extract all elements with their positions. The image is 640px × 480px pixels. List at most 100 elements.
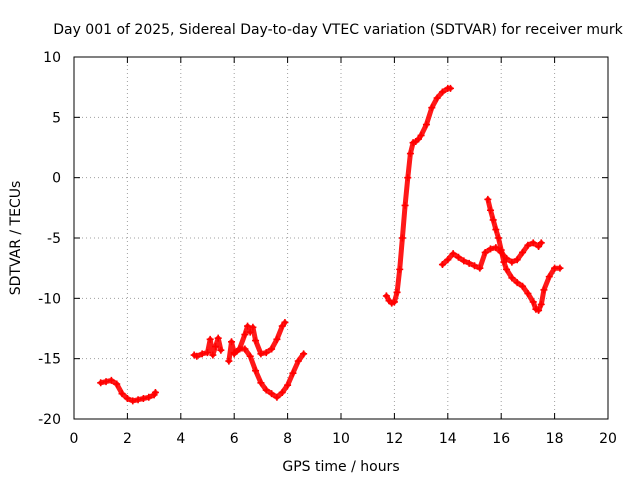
data-point [273, 335, 281, 343]
data-point [481, 248, 489, 256]
data-point [406, 150, 414, 158]
data-point [508, 258, 516, 266]
y-axis-ticks: -20 -15 -10 -5 0 5 10 [38, 50, 608, 428]
data-point [273, 393, 281, 401]
data-point [497, 246, 505, 254]
data-point [129, 397, 137, 405]
y-tick-label: 5 [52, 110, 61, 126]
data-point [446, 84, 454, 92]
data-point [540, 286, 548, 294]
data-points [97, 84, 564, 405]
series-segment-5 [382, 84, 454, 307]
data-point [102, 378, 110, 386]
data-point [433, 94, 441, 102]
data-point [404, 174, 412, 182]
data-point [123, 394, 131, 402]
data-point [519, 248, 527, 256]
data-point [524, 290, 532, 298]
x-tick-label: 4 [176, 431, 185, 447]
data-point [537, 300, 545, 308]
data-point [113, 380, 121, 388]
y-tick-label: -15 [38, 352, 61, 368]
data-point [529, 298, 537, 306]
x-tick-label: 6 [230, 431, 239, 447]
data-point [204, 349, 211, 357]
data-point [107, 376, 115, 384]
data-point [449, 250, 457, 258]
data-point [513, 256, 521, 264]
x-tick-label: 18 [546, 431, 564, 447]
data-point [513, 279, 521, 287]
data-point [97, 379, 105, 387]
x-tick-label: 20 [599, 431, 617, 447]
data-point [508, 274, 516, 282]
x-tick-label: 12 [385, 431, 403, 447]
data-point [236, 345, 244, 353]
data-point [460, 257, 468, 265]
data-point [444, 256, 452, 264]
data-point [278, 322, 286, 330]
data-point [206, 335, 214, 343]
data-point [393, 288, 401, 296]
data-point [139, 394, 147, 402]
data-point [417, 131, 425, 139]
data-point [382, 292, 390, 300]
data-point [465, 259, 473, 267]
data-point [556, 264, 564, 272]
data-point [300, 350, 308, 358]
data-point [249, 323, 257, 331]
data-point [487, 245, 495, 253]
x-tick-label: 8 [283, 431, 292, 447]
data-point [228, 338, 236, 346]
data-point [294, 357, 302, 365]
x-tick-label: 16 [492, 431, 510, 447]
data-point [134, 396, 142, 404]
data-point [428, 104, 436, 112]
series-segment-6 [438, 239, 545, 272]
y-axis-label: SDTVAR / TECUs [8, 181, 24, 296]
data-point [268, 345, 276, 353]
data-point [396, 265, 404, 273]
data-point [500, 258, 508, 266]
data-point [492, 226, 500, 234]
x-axis-ticks: 0 2 4 6 8 10 12 14 16 18 20 [70, 57, 617, 447]
data-point [524, 241, 532, 249]
x-tick-label: 0 [70, 431, 79, 447]
data-point [241, 331, 249, 339]
data-point [535, 306, 543, 314]
data-point [519, 282, 527, 290]
data-point [529, 239, 537, 247]
data-point [422, 121, 430, 129]
x-axis-label: GPS time / hours [282, 459, 399, 475]
data-point [278, 388, 286, 396]
data-point [246, 352, 254, 360]
data-point [262, 349, 270, 357]
data-point [484, 195, 492, 203]
y-tick-label: 10 [43, 50, 61, 66]
data-point [212, 343, 220, 351]
data-point [230, 350, 238, 358]
data-point [414, 135, 422, 143]
x-tick-label: 10 [332, 431, 350, 447]
data-point [151, 388, 159, 396]
series-trace [440, 240, 544, 271]
data-point [471, 262, 478, 270]
data-point [217, 346, 225, 354]
data-point [225, 357, 233, 365]
data-point [198, 350, 206, 358]
data-point [281, 318, 289, 326]
series-segment-7 [484, 195, 564, 314]
x-tick-label: 14 [439, 431, 457, 447]
data-point [438, 88, 446, 96]
data-point [537, 239, 545, 247]
data-point [252, 367, 260, 375]
data-point [495, 234, 503, 242]
data-point [209, 351, 217, 359]
data-point [262, 386, 270, 394]
series-segment-2 [190, 334, 225, 360]
data-point [289, 369, 297, 377]
data-point [390, 298, 398, 306]
data-point [476, 264, 484, 272]
chart-title: Day 001 of 2025, Sidereal Day-to-day VTE… [53, 22, 623, 38]
y-tick-label: -10 [38, 291, 61, 307]
